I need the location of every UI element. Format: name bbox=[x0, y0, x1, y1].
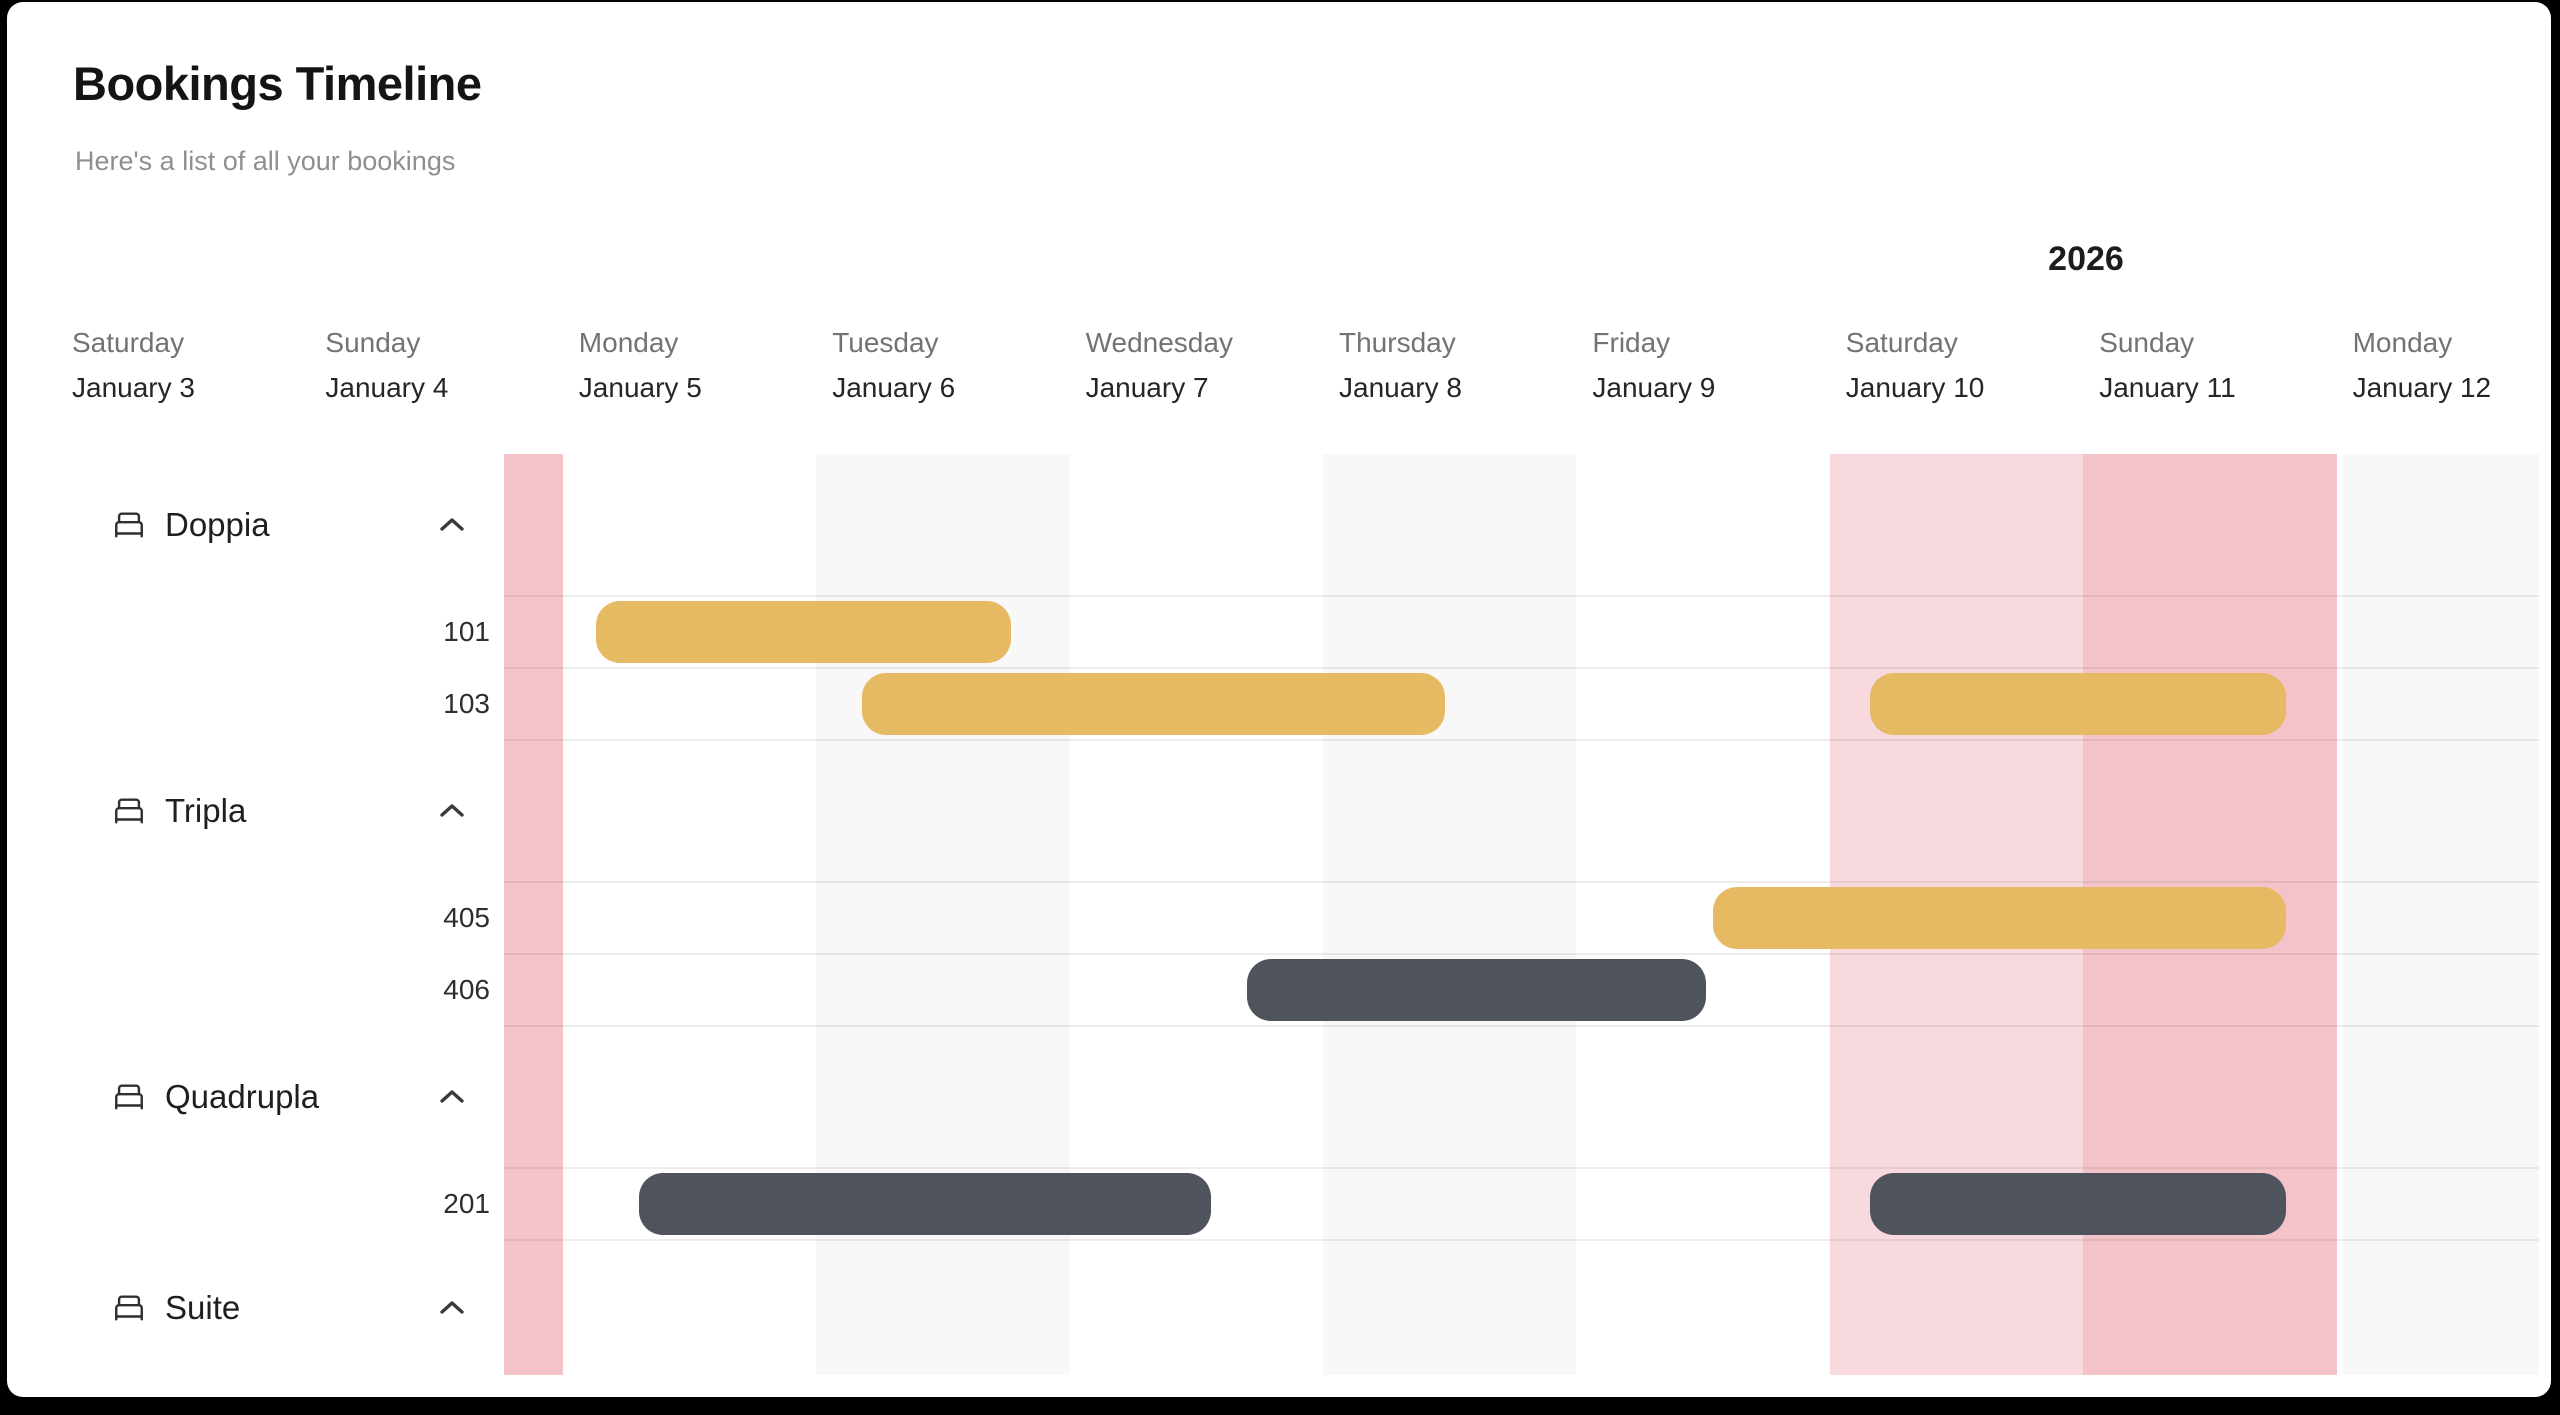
grid-row-line bbox=[504, 667, 2539, 669]
date-label: January 8 bbox=[1339, 372, 1462, 403]
timeline-grid bbox=[504, 454, 2539, 1375]
date-label: January 9 bbox=[1592, 372, 1716, 403]
booking-bar[interactable] bbox=[1870, 673, 2286, 735]
weekday-label: Saturday bbox=[72, 327, 185, 358]
grid-row-line bbox=[504, 1025, 2539, 1027]
date-label: January 11 bbox=[2099, 372, 2236, 403]
weekday-label: Saturday bbox=[1845, 327, 1958, 358]
room-group-header[interactable]: Suite bbox=[112, 1284, 240, 1332]
day-column-alt bbox=[2342, 454, 2539, 1375]
weekday-label: Monday bbox=[578, 327, 679, 358]
grid-row-line bbox=[504, 1239, 2539, 1241]
date-label: January 10 bbox=[1845, 372, 1985, 403]
day-header: Wednesday January 7 bbox=[1086, 326, 1233, 405]
page-subtitle: Here's a list of all your bookings bbox=[75, 146, 456, 176]
grid-row-line bbox=[504, 595, 2539, 597]
collapse-chevron-icon[interactable] bbox=[437, 1086, 467, 1108]
weekday-label: Sunday bbox=[2099, 327, 2195, 358]
weekday-label: Thursday bbox=[1339, 327, 1456, 358]
date-label: January 3 bbox=[72, 372, 195, 403]
day-header: Sunday January 4 bbox=[325, 326, 448, 405]
room-group-header[interactable]: Quadrupla bbox=[112, 1073, 319, 1121]
day-header: Saturday January 3 bbox=[72, 326, 195, 405]
booking-bar[interactable] bbox=[1870, 1173, 2286, 1235]
date-label: January 5 bbox=[578, 372, 702, 403]
weekday-label: Tuesday bbox=[832, 327, 939, 358]
room-group-header[interactable]: Doppia bbox=[112, 501, 270, 549]
weekday-label: Sunday bbox=[325, 327, 421, 358]
booking-bar[interactable] bbox=[1713, 887, 2286, 949]
grid-row-line bbox=[504, 1167, 2539, 1169]
day-header: Saturday January 10 bbox=[1846, 326, 1985, 405]
bed-icon bbox=[112, 1291, 146, 1325]
weekday-label: Friday bbox=[1592, 327, 1671, 358]
room-group-label: Quadrupla bbox=[165, 1078, 320, 1115]
booking-bar[interactable] bbox=[861, 673, 1445, 735]
collapse-chevron-icon[interactable] bbox=[437, 800, 467, 822]
grid-row-line bbox=[504, 953, 2539, 955]
day-column-sunday bbox=[504, 454, 563, 1375]
date-label: January 4 bbox=[325, 372, 449, 403]
grid-row-line bbox=[504, 881, 2539, 883]
day-header: Sunday January 11 bbox=[2099, 326, 2235, 405]
room-group-label: Doppia bbox=[165, 506, 270, 543]
room-group-label: Tripla bbox=[165, 792, 247, 829]
bed-icon bbox=[112, 508, 146, 542]
bed-icon bbox=[112, 1080, 146, 1114]
day-header: Tuesday January 6 bbox=[832, 326, 955, 405]
weekday-label: Monday bbox=[2352, 327, 2453, 358]
page-title: Bookings Timeline bbox=[73, 57, 482, 110]
day-header: Monday January 12 bbox=[2353, 326, 2492, 405]
day-header: Thursday January 8 bbox=[1339, 326, 1462, 405]
day-header: Monday January 5 bbox=[579, 326, 702, 405]
weekday-label: Wednesday bbox=[1085, 327, 1233, 358]
booking-bar[interactable] bbox=[595, 601, 1012, 663]
date-label: January 7 bbox=[1085, 372, 1209, 403]
grid-row-line bbox=[504, 739, 2539, 741]
day-header: Friday January 9 bbox=[1592, 326, 1715, 405]
day-column-alt bbox=[1323, 454, 1577, 1375]
bed-icon bbox=[112, 794, 146, 828]
collapse-chevron-icon[interactable] bbox=[437, 514, 467, 536]
booking-bar[interactable] bbox=[1246, 959, 1706, 1021]
collapse-chevron-icon[interactable] bbox=[437, 1297, 467, 1319]
booking-bar[interactable] bbox=[638, 1173, 1212, 1235]
year-label: 2026 bbox=[2048, 240, 2124, 278]
room-group-label: Suite bbox=[165, 1288, 241, 1326]
day-column-alt bbox=[816, 454, 1070, 1375]
date-label: January 12 bbox=[2352, 372, 2492, 403]
date-label: January 6 bbox=[832, 372, 956, 403]
room-group-header[interactable]: Tripla bbox=[112, 787, 246, 835]
